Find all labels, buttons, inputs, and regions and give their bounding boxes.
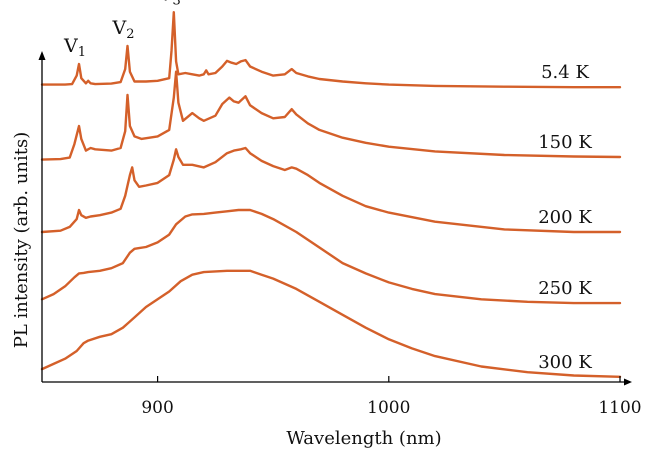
peak-labels: V1 V2 V3 [63, 0, 181, 60]
plot-area [40, 11, 622, 378]
series-line-5-4-k [40, 11, 622, 89]
axes [38, 51, 632, 386]
series-label: 250 K [538, 278, 592, 299]
series-label: 300 K [538, 352, 592, 373]
x-tick-label: 1100 [598, 398, 641, 418]
peak-label: V2 [112, 17, 135, 42]
series-line-150-k [40, 70, 622, 161]
peak-label: V3 [158, 0, 181, 8]
y-axis-arrow-icon [38, 51, 46, 60]
x-axis-title: Wavelength (nm) [286, 428, 441, 449]
series-line-250-k [40, 208, 622, 305]
x-tick-label: 1000 [367, 398, 410, 418]
series-label: 200 K [538, 207, 592, 228]
x-axis-arrow-icon [624, 378, 632, 386]
y-axis-title: PL intensity (arb. units) [11, 132, 32, 349]
series-label: 5.4 K [541, 62, 589, 83]
x-tick-label: 900 [141, 398, 173, 418]
series-line-200-k [40, 146, 622, 234]
peak-label: V1 [63, 35, 86, 60]
x-ticks: 900 1000 1100 [141, 376, 642, 418]
series-labels: 5.4 K 150 K 200 K 250 K 300 K [538, 62, 592, 373]
series-line-300-k [40, 269, 622, 378]
series-label: 150 K [538, 132, 592, 153]
